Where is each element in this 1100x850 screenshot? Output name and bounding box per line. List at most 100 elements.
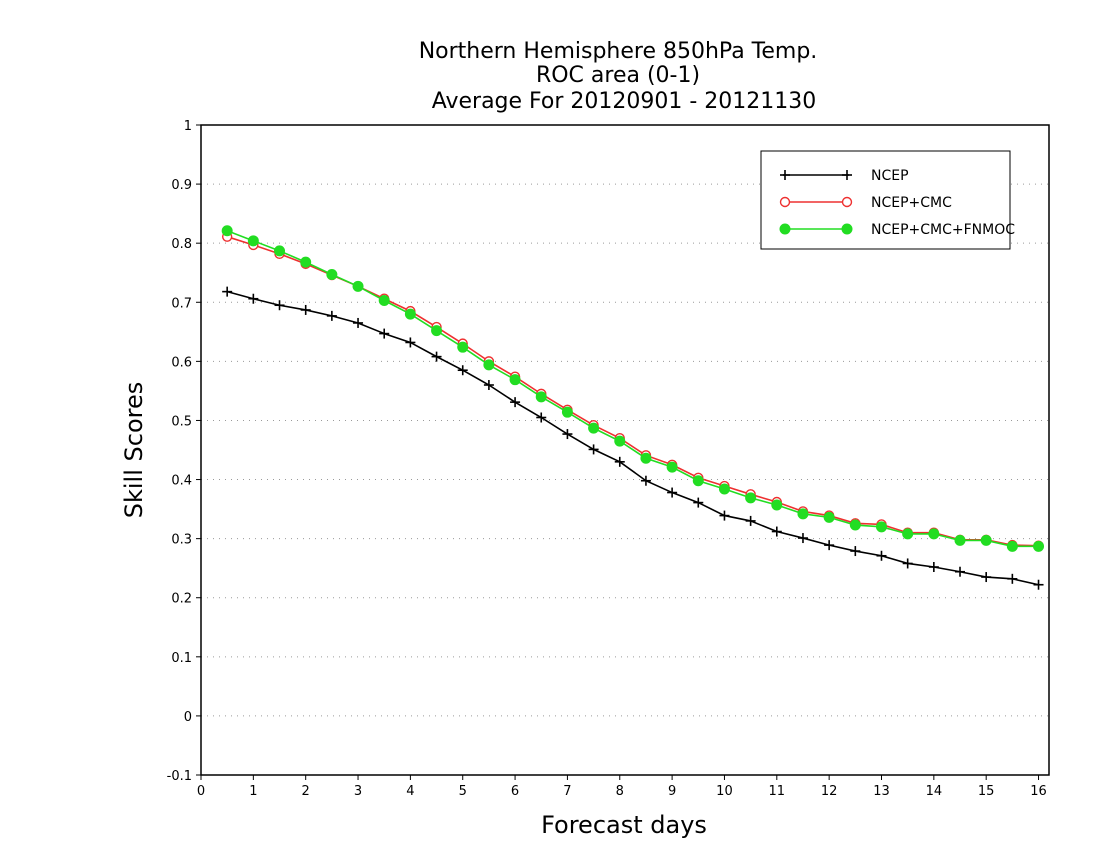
data-point [614, 456, 625, 467]
data-point [248, 293, 259, 304]
plot-area-frame [200, 124, 1050, 776]
legend-marker [841, 196, 853, 208]
data-point [981, 572, 992, 583]
data-point [797, 533, 808, 544]
x-tick-label: 1 [249, 784, 257, 799]
data-point [353, 317, 364, 328]
data-point [823, 511, 835, 523]
series-line-2 [226, 230, 1039, 548]
x-tick-label: 6 [511, 784, 519, 799]
data-point [247, 235, 259, 247]
x-tick-label: 13 [873, 784, 890, 799]
data-point [588, 444, 599, 455]
title-line-3: Average For 20120901 - 20121130 [432, 89, 817, 114]
x-tick-label: 4 [406, 784, 414, 799]
data-point [536, 412, 547, 423]
x-tick-label: 16 [1030, 784, 1047, 799]
x-tick-labels: 0 1 2 3 4 5 6 7 8 9 10 11 12 13 14 15 16 [197, 784, 1047, 799]
legend-label: NCEP [871, 168, 909, 184]
y-tick-label: 0.4 [171, 474, 192, 489]
data-point [693, 497, 704, 508]
data-point [457, 365, 468, 376]
y-tick-label: 0.5 [171, 414, 192, 429]
data-point [928, 562, 939, 572]
data-point [221, 225, 233, 237]
y-tick-label: 1 [184, 119, 192, 134]
data-point [719, 510, 730, 521]
x-tick-label: 5 [459, 784, 467, 799]
data-point [562, 429, 573, 440]
legend-box [760, 150, 1011, 250]
data-point [692, 475, 704, 487]
y-axis-label: Skill Scores [120, 382, 148, 519]
legend-label: NCEP+CMC+FNMOC [871, 222, 1015, 238]
data-point [850, 546, 861, 557]
data-point [404, 308, 416, 320]
data-point [667, 487, 678, 498]
data-point [1033, 579, 1044, 590]
y-tick-label: -0.1 [167, 769, 192, 784]
data-point [561, 406, 573, 418]
data-point [771, 526, 782, 537]
x-axis-label: Forecast days [541, 811, 707, 839]
x-tick-label: 3 [354, 784, 362, 799]
legend-label: NCEP+CMC [871, 195, 952, 211]
data-point [876, 550, 887, 561]
data-point [379, 328, 390, 339]
data-point [509, 374, 521, 386]
chart-title: Northern Hemisphere 850hPa Temp. ROC are… [419, 39, 818, 114]
data-point [1007, 573, 1018, 584]
y-tick-label: 0.9 [171, 178, 192, 193]
data-point [875, 521, 887, 533]
data-point [483, 380, 494, 390]
data-point [797, 508, 809, 520]
axis-ticks [196, 124, 1040, 780]
x-tick-label: 14 [926, 784, 943, 799]
title-line-1: Northern Hemisphere 850hPa Temp. [419, 39, 818, 64]
series-0 [222, 286, 1044, 590]
data-point [274, 245, 286, 257]
legend-entries: NCEP NCEP+CMC NCEP+CMC+FNMOC [779, 168, 1015, 238]
data-point [1033, 540, 1045, 552]
data-point [300, 256, 312, 268]
data-point [326, 269, 338, 280]
data-point [352, 280, 364, 292]
y-tick-label: 0.7 [171, 296, 192, 311]
gridlines [201, 183, 1049, 717]
data-point [640, 475, 651, 486]
y-tick-label: 0.6 [171, 355, 192, 370]
x-tick-label: 7 [563, 784, 571, 799]
data-point [771, 499, 783, 511]
legend-entry-1: NCEP+CMC [779, 195, 952, 211]
x-tick-label: 0 [197, 784, 205, 799]
y-tick-label: 0.3 [171, 533, 192, 548]
data-point [928, 528, 940, 540]
legend-marker [779, 196, 791, 208]
legend: NCEP NCEP+CMC NCEP+CMC+FNMOC [760, 150, 1015, 250]
title-line-2: ROC area (0-1) [536, 63, 700, 88]
x-tick-label: 15 [978, 784, 995, 799]
data-point [955, 566, 966, 577]
data-point [824, 540, 835, 551]
data-point [431, 325, 443, 337]
x-tick-label: 10 [716, 784, 733, 799]
y-tick-label: 0.8 [171, 237, 192, 252]
data-point [378, 295, 390, 306]
data-point [535, 391, 547, 403]
data-point [902, 528, 914, 540]
data-point [745, 492, 757, 504]
data-point [614, 435, 626, 447]
data-point [457, 341, 469, 353]
legend-entry-0: NCEP [780, 168, 909, 184]
y-tick-label: 0.2 [171, 592, 192, 607]
y-tick-label: 0 [184, 710, 192, 725]
data-point [483, 359, 495, 371]
y-tick-labels: -0.1 0 0.1 0.2 0.3 0.4 0.5 0.6 0.7 0.8 0.9 1 [167, 119, 192, 784]
series-layer [221, 225, 1045, 590]
legend-entry-2: NCEP+CMC+FNMOC [779, 222, 1015, 238]
data-point [640, 452, 652, 464]
x-tick-label: 9 [668, 784, 676, 799]
data-point [1006, 540, 1018, 552]
data-point [222, 286, 233, 297]
